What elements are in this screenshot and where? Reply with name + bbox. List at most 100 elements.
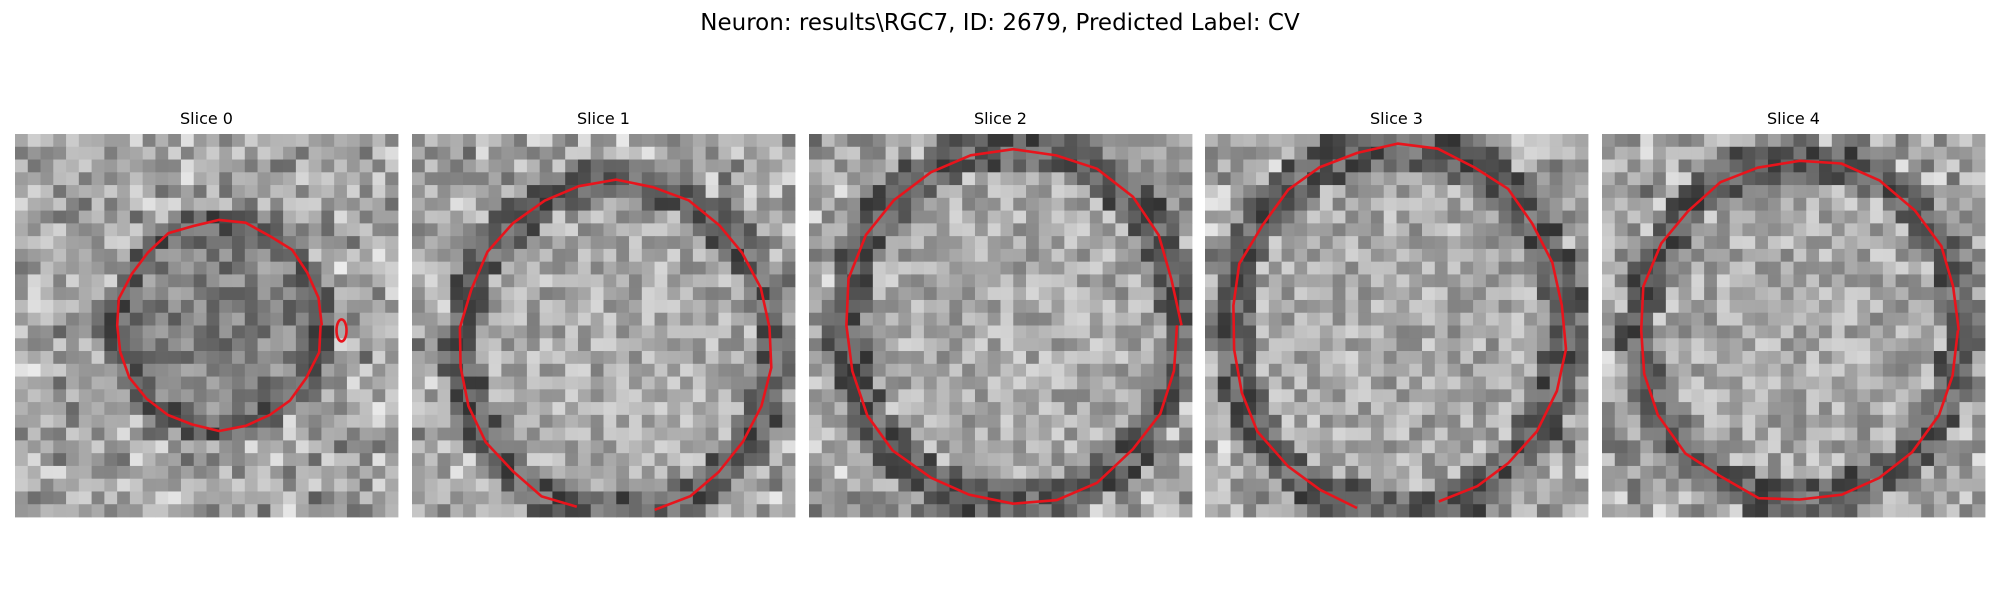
pixel	[372, 414, 386, 429]
pixel	[219, 389, 233, 403]
pixel	[629, 185, 643, 199]
pixel	[1819, 504, 1833, 518]
pixel	[616, 261, 630, 275]
pixel	[321, 414, 335, 429]
pixel	[1089, 248, 1104, 263]
pixel	[372, 440, 386, 454]
pixel	[1230, 491, 1244, 505]
pixel	[1256, 504, 1270, 518]
pixel	[1614, 236, 1628, 250]
pixel	[359, 465, 373, 480]
pixel	[1946, 210, 1960, 224]
pixel	[437, 440, 451, 454]
pixel	[168, 172, 182, 186]
pixel	[911, 146, 925, 160]
pixel	[334, 223, 348, 237]
pixel	[450, 261, 464, 275]
pixel	[1179, 478, 1193, 492]
pixel	[1294, 376, 1308, 390]
pixel	[1268, 312, 1282, 326]
pixel	[1972, 363, 1986, 377]
pixel	[219, 197, 233, 211]
pixel	[1536, 453, 1551, 467]
pixel	[539, 172, 553, 186]
pixel	[987, 236, 1001, 250]
pixel	[705, 236, 719, 250]
pixel	[257, 440, 271, 454]
pixel	[860, 248, 874, 263]
pixel	[1115, 185, 1129, 199]
pixel	[1602, 338, 1616, 352]
pixel	[1793, 299, 1807, 314]
pixel	[539, 402, 553, 416]
pixel	[27, 185, 41, 199]
pixel	[91, 248, 105, 263]
pixel	[743, 491, 758, 505]
pixel	[1742, 414, 1756, 429]
pixel	[1460, 146, 1474, 160]
pixel	[1844, 414, 1858, 429]
pixel	[1691, 159, 1705, 173]
pixel	[1396, 389, 1410, 403]
pixel	[283, 504, 297, 518]
pixel	[1972, 427, 1986, 441]
pixel	[1217, 185, 1231, 199]
pixel	[680, 325, 694, 339]
pixel	[1077, 491, 1091, 505]
pixel	[1051, 325, 1065, 339]
pixel	[15, 478, 29, 492]
pixel	[1793, 427, 1807, 441]
pixel	[1895, 287, 1909, 301]
pixel	[1102, 261, 1116, 275]
pixel	[1614, 197, 1628, 211]
pixel	[1179, 274, 1193, 288]
pixel	[1115, 236, 1129, 250]
pixel	[743, 325, 758, 339]
pixel	[372, 363, 386, 377]
pixel	[1908, 146, 1922, 160]
pixel	[616, 453, 630, 467]
pixel	[180, 274, 195, 288]
pixel	[590, 402, 604, 416]
pixel	[1755, 363, 1769, 377]
pixel	[872, 299, 886, 314]
pixel	[1614, 338, 1628, 352]
pixel	[1767, 299, 1782, 314]
pixel	[821, 414, 835, 429]
pixel	[1767, 351, 1782, 365]
pixel	[155, 427, 169, 441]
pixel	[155, 185, 169, 199]
pixel	[142, 159, 156, 173]
pixel	[270, 478, 284, 492]
pixel	[1614, 248, 1628, 263]
pixel	[1844, 274, 1858, 288]
pixel	[1332, 134, 1346, 148]
pixel	[1959, 504, 1973, 518]
pixel	[1665, 389, 1679, 403]
pixel	[692, 223, 707, 237]
pixel	[1780, 478, 1794, 492]
pixel	[1806, 134, 1820, 148]
pixel	[244, 261, 258, 275]
pixel	[295, 389, 310, 403]
pixel	[1128, 325, 1142, 339]
pixel	[1870, 504, 1884, 518]
pixel	[1000, 210, 1014, 224]
pixel	[782, 248, 796, 263]
pixel	[1013, 197, 1027, 211]
pixel	[629, 248, 643, 263]
pixel	[1933, 210, 1948, 224]
pixel	[1332, 159, 1346, 173]
pixel	[1806, 402, 1820, 416]
pixel	[1038, 338, 1052, 352]
pixel	[1691, 197, 1705, 211]
pixel	[1793, 453, 1807, 467]
pixel	[1422, 172, 1436, 186]
pixel	[1767, 427, 1782, 441]
pixel	[1473, 146, 1487, 160]
pixel	[629, 134, 643, 148]
pixel	[1064, 414, 1078, 429]
pixel	[1205, 465, 1219, 480]
pixel	[1345, 427, 1359, 441]
pixel	[1793, 338, 1807, 352]
